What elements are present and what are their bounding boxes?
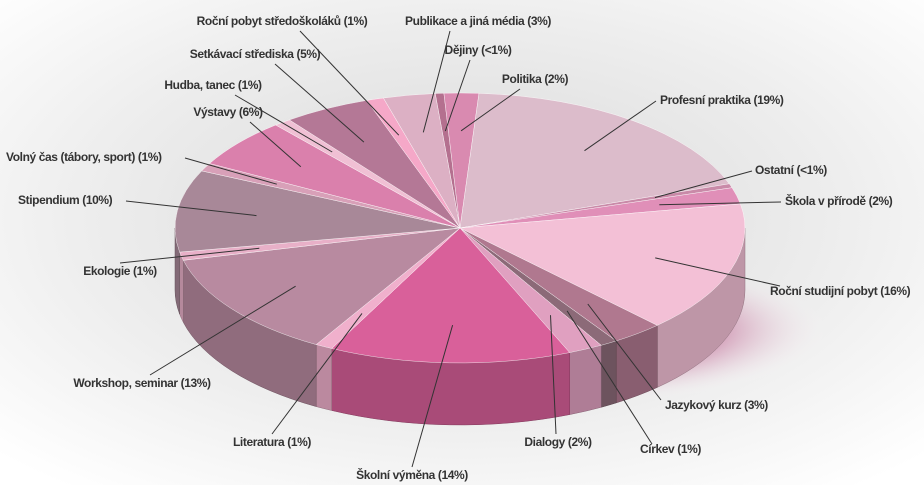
slice-label: Školní výměna (14%) xyxy=(356,467,468,482)
pie-side xyxy=(569,344,602,415)
slice-label: Škola v přírodě (2%) xyxy=(785,193,893,208)
pie-slice xyxy=(331,227,571,364)
slice-label: Profesní praktika (19%) xyxy=(660,93,784,107)
leader-line xyxy=(271,313,363,435)
slice-label: Publikace a jiná média (3%) xyxy=(405,14,551,28)
slice-label: Výstavy (6%) xyxy=(193,105,263,119)
slice-label: Ekologie (1%) xyxy=(83,264,157,278)
leader-line xyxy=(422,30,451,133)
slice-label: Církev (1%) xyxy=(640,442,701,456)
slice-label: Hudba, tanec (1%) xyxy=(164,78,262,92)
slice-label: Jazykový kurz (3%) xyxy=(665,398,768,412)
pie-slice xyxy=(182,227,461,345)
pie-slice xyxy=(174,170,461,253)
pie-slice xyxy=(383,93,461,229)
slice-label: Workshop, seminar (13%) xyxy=(73,376,211,390)
slice-label: Roční studijní pobyt (16%) xyxy=(770,284,911,298)
slice-label: Volný čas (tábory, sport) (1%) xyxy=(6,150,162,164)
slice-label: Politika (2%) xyxy=(502,72,569,86)
leader-line xyxy=(125,200,257,217)
pie-side xyxy=(600,340,617,408)
leader-line xyxy=(184,157,277,185)
leader-line xyxy=(249,121,302,168)
slice-label: Ostatní (<1%) xyxy=(755,163,827,177)
leader-line xyxy=(550,315,557,435)
leader-line xyxy=(149,285,296,376)
leader-line xyxy=(659,201,782,206)
leader-line xyxy=(119,247,260,264)
leader-line xyxy=(584,100,657,152)
leader-line xyxy=(274,63,365,143)
slice-label: Stipendium (10%) xyxy=(18,193,113,207)
pie-side xyxy=(179,252,184,323)
leader-line xyxy=(655,257,781,287)
pie-slice xyxy=(459,203,746,326)
leader-line xyxy=(299,30,400,136)
leader-line xyxy=(587,303,662,401)
slice-label: Literatura (1%) xyxy=(233,435,311,449)
leader-line xyxy=(460,88,521,132)
pie-slice xyxy=(459,93,730,229)
slice-label: Dialogy (2%) xyxy=(524,435,592,449)
leader-line xyxy=(654,170,753,199)
slice-label: Dějiny (<1%) xyxy=(445,43,512,57)
pie-side xyxy=(315,344,332,411)
slice-label: Roční pobyt středoškoláků (1%) xyxy=(197,14,368,28)
leader-line xyxy=(234,94,333,153)
leader-line xyxy=(411,324,454,468)
leader-line xyxy=(444,59,471,132)
slice-label: Setkávací střediska (5%) xyxy=(190,47,321,61)
leader-line xyxy=(566,310,653,445)
